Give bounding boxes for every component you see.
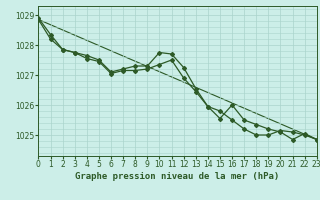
X-axis label: Graphe pression niveau de la mer (hPa): Graphe pression niveau de la mer (hPa) <box>76 172 280 181</box>
